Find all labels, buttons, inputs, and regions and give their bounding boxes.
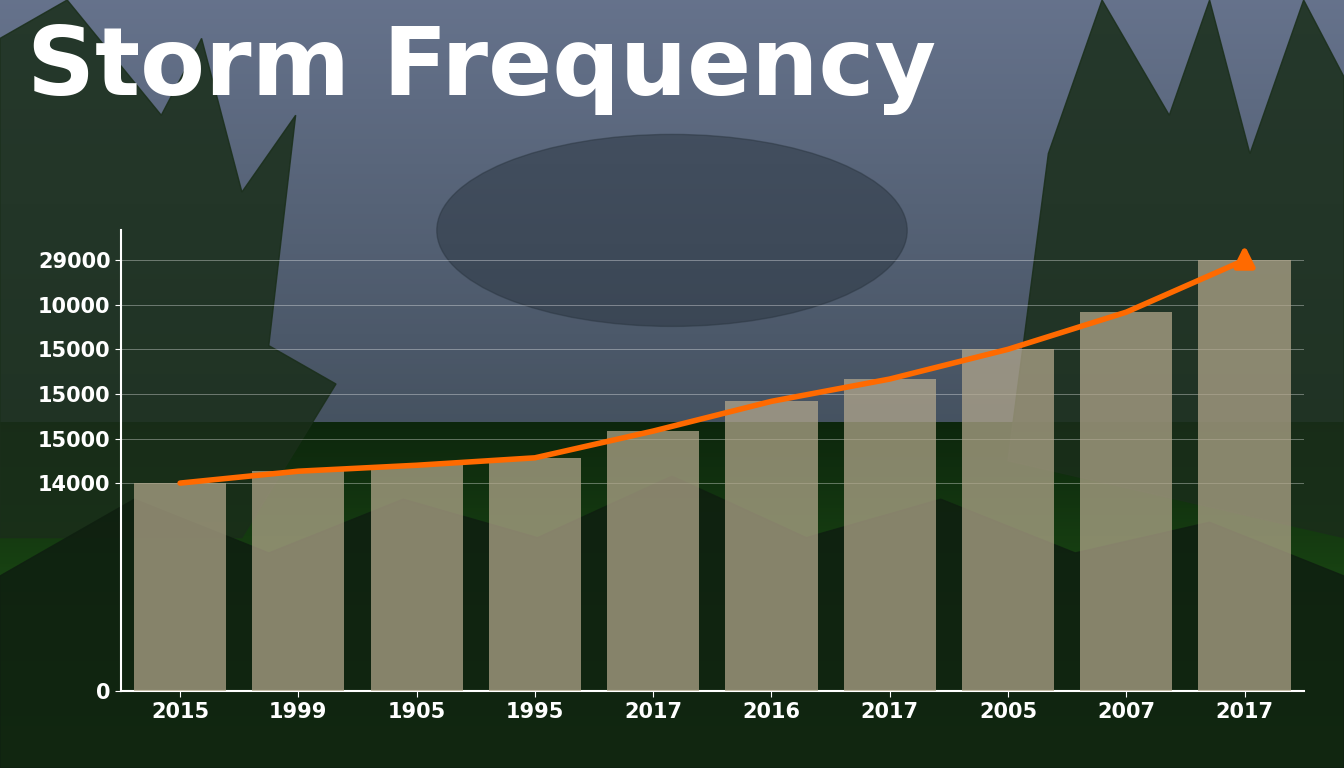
Bar xyxy=(962,349,1054,691)
Bar xyxy=(371,465,462,691)
Bar xyxy=(134,483,226,691)
Bar xyxy=(489,458,581,691)
Bar xyxy=(607,431,699,691)
Polygon shape xyxy=(0,476,1344,768)
Bar xyxy=(844,379,935,691)
Bar xyxy=(1199,260,1290,691)
Ellipse shape xyxy=(437,134,907,326)
Bar xyxy=(726,402,817,691)
Polygon shape xyxy=(0,0,336,538)
Text: Storm Frequency: Storm Frequency xyxy=(27,23,935,115)
Bar xyxy=(1081,312,1172,691)
Bar xyxy=(253,472,344,691)
Polygon shape xyxy=(1008,0,1344,538)
